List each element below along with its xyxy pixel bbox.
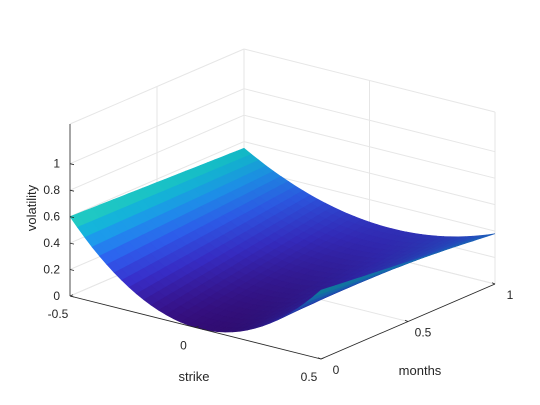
side-wall-grid-line	[69, 48, 245, 125]
y-tick-mark	[491, 282, 496, 285]
z-tick-label: 0.6	[43, 210, 60, 224]
z-tick-label: 0	[53, 289, 60, 303]
back-wall-grid-line	[243, 141, 496, 206]
x-tick-mark	[195, 325, 199, 328]
back-wall-grid-line	[243, 88, 496, 153]
back-wall-grid-line	[243, 167, 496, 232]
y-tick-label: 0	[333, 363, 340, 377]
z-tick-mark	[69, 295, 75, 298]
surface-patch	[313, 287, 329, 297]
z-tick-label: 0.8	[43, 183, 60, 197]
back-wall-grid-line	[243, 114, 496, 179]
y-tick-label: 0.5	[415, 326, 432, 340]
x-tick-mark	[320, 357, 325, 360]
x-tick-label: 0	[180, 339, 187, 353]
y-tick-label: 1	[507, 288, 514, 302]
axes: -0.5 0 0.5 0 0.5 1 0 0.2 0.4 0.6 0.8 1	[43, 124, 514, 384]
y-tick-mark	[317, 357, 322, 360]
side-wall-grid-line	[69, 88, 245, 165]
z-tick-mark	[69, 269, 75, 271]
z-tick-mark	[69, 163, 75, 166]
z-tick-mark	[69, 189, 75, 192]
x-axis-label: strike	[178, 369, 209, 384]
side-wall-grid-line	[69, 114, 245, 191]
y-axis-label: months	[399, 363, 442, 378]
z-tick-mark	[69, 216, 75, 218]
z-tick-mark	[69, 242, 75, 245]
z-axis-label: volatility	[24, 184, 39, 231]
x-tick-label: 0.5	[301, 370, 318, 384]
side-wall-grid-line	[69, 141, 245, 218]
z-tick-label: 0.4	[43, 236, 60, 250]
z-tick-label: 1	[53, 157, 60, 171]
back-wall-grid-line	[243, 48, 496, 113]
surface-plot	[69, 147, 496, 333]
z-tick-label: 0.2	[43, 263, 60, 277]
x-tick-label: -0.5	[48, 307, 69, 321]
y-tick-mark	[404, 319, 409, 322]
